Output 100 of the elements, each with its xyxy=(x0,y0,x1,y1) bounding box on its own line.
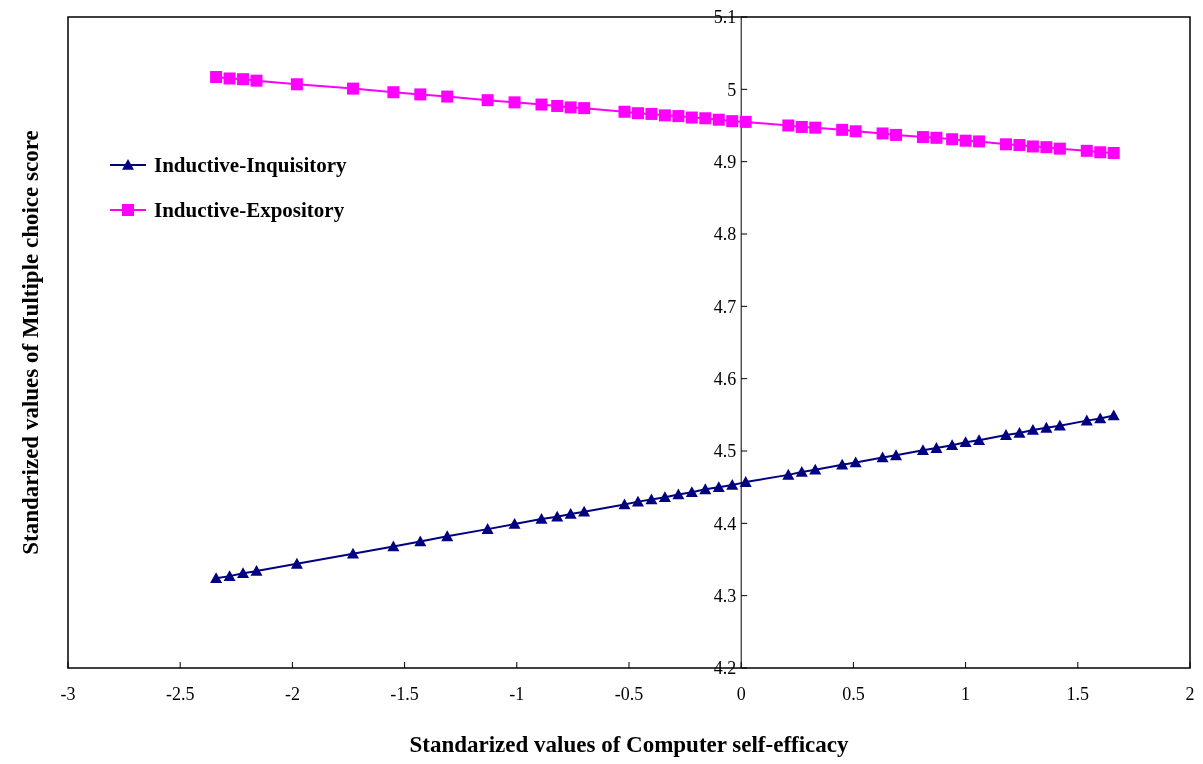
point xyxy=(1053,419,1066,431)
x-tick-label: -1 xyxy=(509,684,525,704)
point xyxy=(223,570,236,581)
point xyxy=(631,495,644,507)
point xyxy=(481,94,494,107)
point xyxy=(890,449,903,461)
point xyxy=(237,73,250,86)
x-tick-label: -2.5 xyxy=(165,684,195,704)
point xyxy=(551,99,564,112)
point xyxy=(618,105,631,118)
legend-label: Inductive-Expository xyxy=(154,198,345,223)
point xyxy=(836,123,849,136)
point xyxy=(578,102,591,115)
point xyxy=(685,486,698,498)
point xyxy=(441,530,454,542)
point xyxy=(699,483,712,495)
point xyxy=(782,468,795,480)
x-axis-title: Standarized values of Computer self-efficacy xyxy=(409,732,850,757)
point xyxy=(685,111,698,124)
point xyxy=(795,120,808,133)
x-tick-label: 0.5 xyxy=(842,684,865,704)
point xyxy=(210,71,223,84)
point xyxy=(712,481,725,492)
y-tick-label: 4.3 xyxy=(713,585,737,606)
point xyxy=(1026,140,1039,153)
point xyxy=(564,101,577,114)
point xyxy=(739,476,752,487)
x-tick-label: -1.5 xyxy=(390,684,419,704)
point xyxy=(250,74,263,87)
point xyxy=(699,112,712,125)
point xyxy=(930,131,943,144)
point xyxy=(890,128,903,141)
point xyxy=(999,138,1012,151)
point xyxy=(712,113,725,126)
point xyxy=(535,98,548,111)
point xyxy=(535,512,548,524)
x-tick-label: 2 xyxy=(1185,684,1195,704)
point xyxy=(836,458,849,470)
point xyxy=(1094,146,1107,159)
point xyxy=(387,86,400,99)
point xyxy=(672,110,685,123)
point xyxy=(809,121,822,134)
point xyxy=(658,491,671,503)
point xyxy=(1080,144,1093,157)
point xyxy=(290,78,303,91)
point xyxy=(1026,424,1039,435)
point xyxy=(876,451,889,463)
point xyxy=(959,436,972,448)
x-tick-label: 0 xyxy=(736,684,746,704)
y-tick-label: 4.6 xyxy=(713,368,737,389)
point xyxy=(1013,426,1026,438)
point xyxy=(223,72,236,85)
point xyxy=(782,119,795,132)
point xyxy=(387,540,400,552)
point xyxy=(1013,139,1026,152)
point xyxy=(1053,142,1066,155)
point xyxy=(237,567,250,579)
point xyxy=(1040,141,1053,154)
point xyxy=(930,442,943,453)
y-tick-label: 4.5 xyxy=(713,441,737,462)
y-tick-label: 5 xyxy=(727,79,737,100)
point xyxy=(210,572,223,584)
point xyxy=(508,518,521,529)
x-tick-label: -3 xyxy=(60,684,76,704)
point xyxy=(739,115,752,128)
y-tick-label: 4.4 xyxy=(713,513,737,534)
point xyxy=(441,90,454,103)
point xyxy=(959,134,972,147)
point xyxy=(809,463,822,475)
point xyxy=(795,465,808,477)
point xyxy=(618,498,631,510)
legend-label: Inductive-Inquisitory xyxy=(154,153,348,178)
point xyxy=(658,109,671,122)
y-tick-label: 4.7 xyxy=(713,296,737,317)
point xyxy=(946,133,959,146)
point xyxy=(346,82,359,95)
point xyxy=(645,493,658,505)
point xyxy=(250,565,263,576)
point xyxy=(508,96,521,109)
point xyxy=(999,429,1012,440)
point xyxy=(973,135,986,148)
point xyxy=(346,547,359,559)
point xyxy=(916,131,929,144)
x-tick-label: -2 xyxy=(284,684,300,704)
point xyxy=(481,523,494,534)
point xyxy=(876,127,889,140)
point xyxy=(578,505,591,517)
point xyxy=(1080,414,1093,426)
y-tick-label: 4.9 xyxy=(713,151,737,172)
point xyxy=(414,535,427,547)
point xyxy=(645,107,658,120)
point xyxy=(551,510,564,522)
y-tick-label: 4.8 xyxy=(713,224,737,245)
x-tick-label: 1 xyxy=(961,684,971,704)
point xyxy=(726,479,739,490)
point xyxy=(973,434,986,445)
x-tick-label: 1.5 xyxy=(1066,684,1090,704)
point xyxy=(290,557,303,569)
point xyxy=(1094,412,1107,424)
point xyxy=(414,88,427,101)
